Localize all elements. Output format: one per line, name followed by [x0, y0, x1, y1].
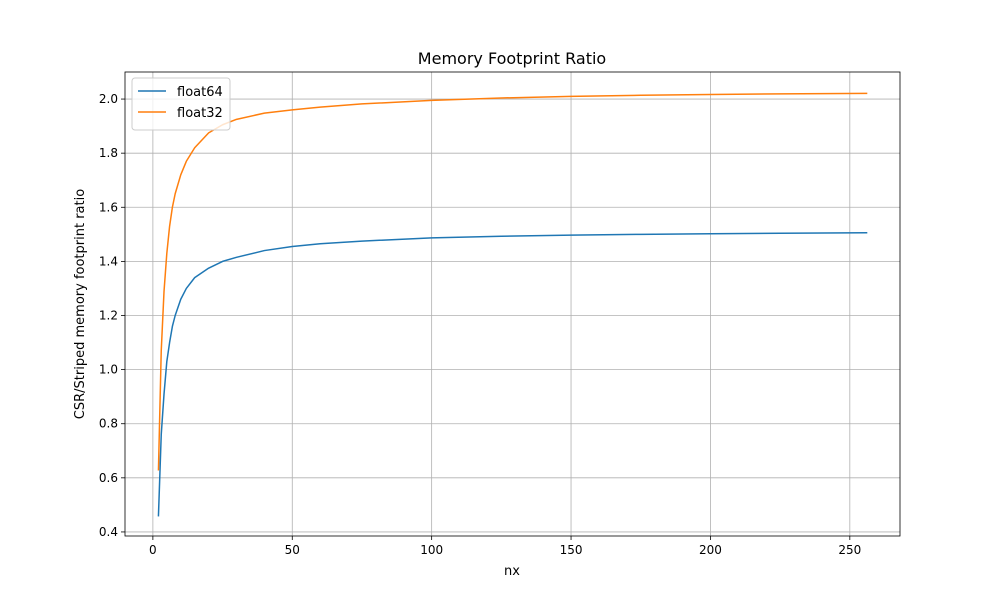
grid [125, 72, 900, 536]
y-tick-label: 1.6 [99, 200, 118, 214]
y-tick-label: 0.8 [99, 417, 118, 431]
y-axis-ticks: 0.4 0.6 0.8 1.0 1.2 1.4 1.6 1.8 2.0 [99, 92, 125, 539]
chart-title: Memory Footprint Ratio [418, 49, 606, 68]
x-tick-label: 200 [699, 543, 722, 557]
x-tick-label: 0 [149, 543, 157, 557]
legend-label-float32: float32 [177, 106, 223, 121]
y-tick-label: 1.0 [99, 363, 118, 377]
x-tick-label: 150 [560, 543, 583, 557]
x-tick-label: 250 [838, 543, 861, 557]
y-tick-label: 1.4 [99, 254, 118, 268]
y-tick-label: 1.8 [99, 146, 118, 160]
legend: float64 float32 [131, 77, 231, 131]
x-axis-label: nx [504, 564, 520, 579]
legend-label-float64: float64 [177, 85, 223, 100]
x-axis-ticks: 0 50 100 150 200 250 [149, 536, 861, 557]
plot-frame [124, 71, 901, 537]
x-tick-label: 100 [420, 543, 443, 557]
y-axis-label: CSR/Striped memory footprint ratio [73, 189, 88, 419]
x-tick-label: 50 [285, 543, 300, 557]
y-tick-label: 1.2 [99, 308, 118, 322]
y-tick-label: 2.0 [99, 92, 118, 106]
series-layer [157, 92, 868, 517]
y-tick-label: 0.4 [99, 525, 118, 539]
series-line-float64 [157, 231, 868, 517]
series-line-float32 [157, 92, 868, 471]
y-tick-label: 0.6 [99, 471, 118, 485]
